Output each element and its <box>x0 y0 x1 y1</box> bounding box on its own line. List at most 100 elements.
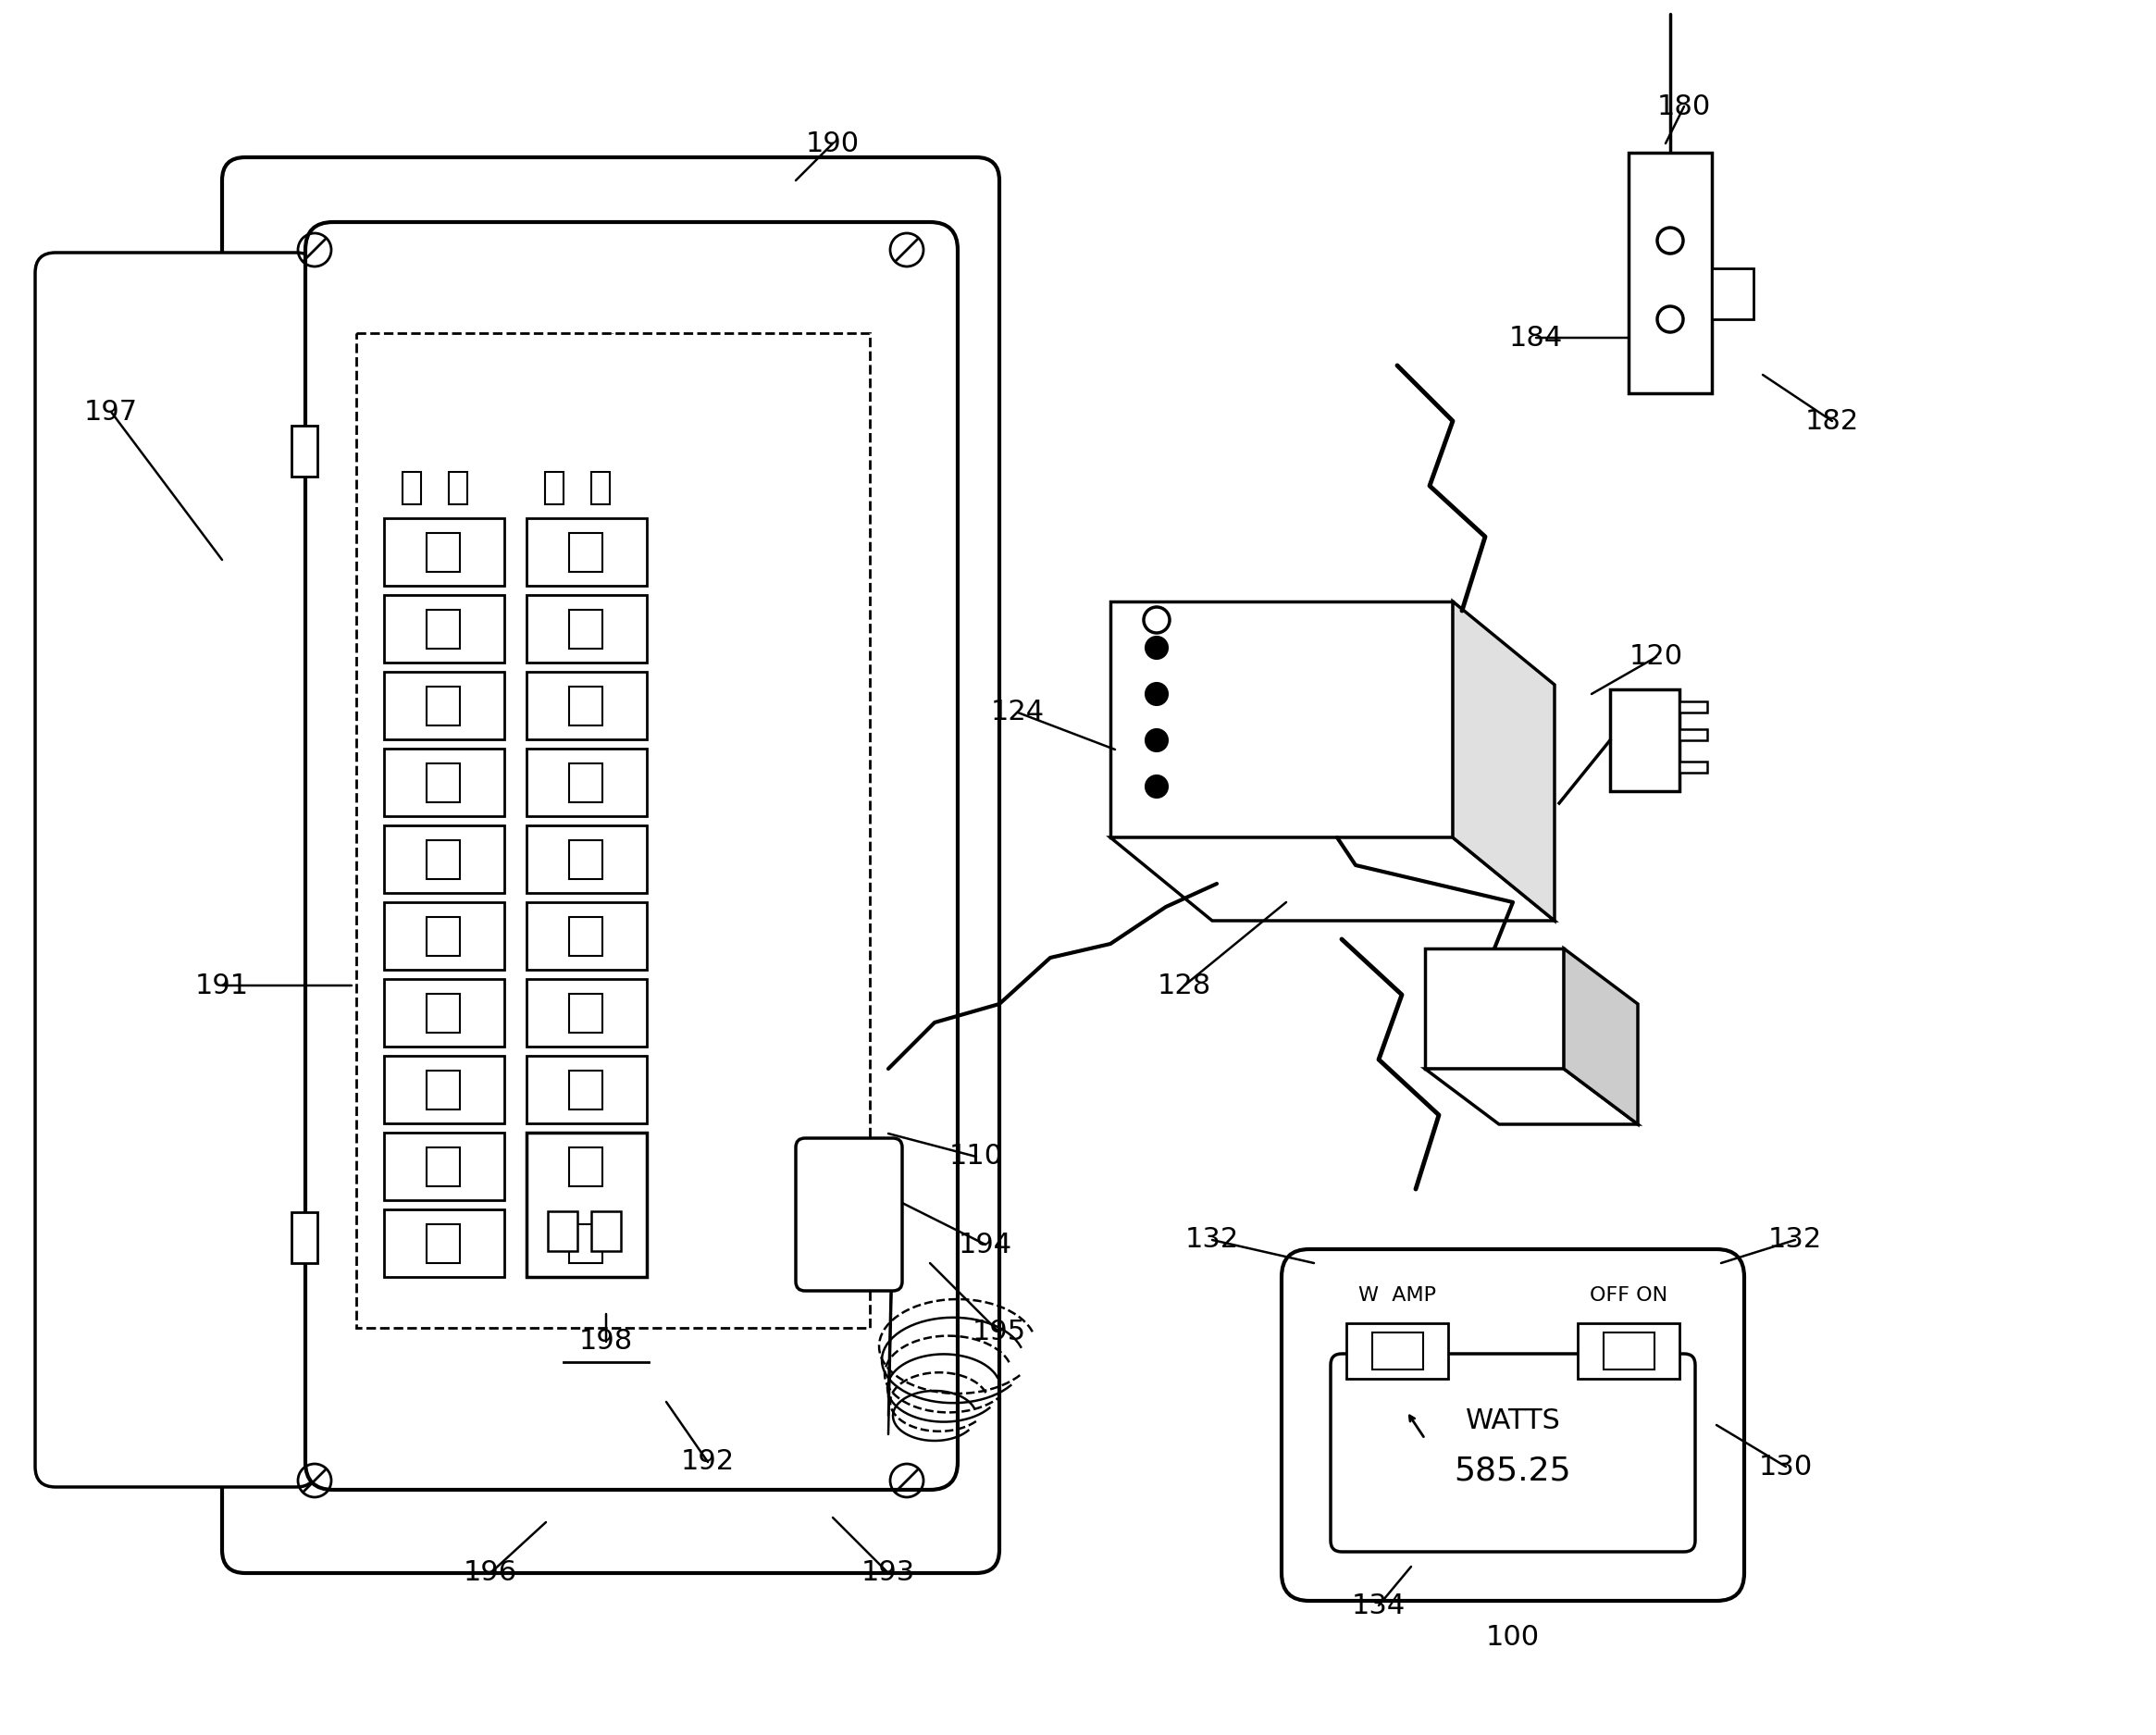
Bar <box>427 1225 459 1263</box>
Circle shape <box>1145 776 1169 798</box>
FancyBboxPatch shape <box>306 222 957 1490</box>
Bar <box>526 748 647 815</box>
Bar <box>384 979 505 1046</box>
Bar <box>1371 1332 1423 1369</box>
Text: 194: 194 <box>959 1232 1013 1258</box>
Text: 184: 184 <box>1509 324 1563 350</box>
Polygon shape <box>1425 949 1563 1069</box>
Circle shape <box>1145 637 1169 659</box>
Bar <box>569 994 602 1032</box>
Bar <box>526 826 647 894</box>
Bar <box>384 1133 505 1201</box>
Text: 193: 193 <box>862 1560 916 1586</box>
Text: 132: 132 <box>1768 1227 1822 1253</box>
Text: 195: 195 <box>972 1319 1026 1346</box>
Text: 198: 198 <box>580 1329 634 1355</box>
FancyBboxPatch shape <box>1281 1249 1744 1601</box>
Bar <box>526 1133 647 1277</box>
Bar <box>569 918 602 956</box>
Bar <box>384 1057 505 1123</box>
Bar <box>569 1070 602 1109</box>
Text: 190: 190 <box>806 130 860 156</box>
Bar <box>569 763 602 802</box>
Text: 196: 196 <box>464 1560 517 1586</box>
Text: 182: 182 <box>1805 408 1858 434</box>
Bar <box>291 1213 317 1263</box>
Bar <box>384 902 505 970</box>
FancyBboxPatch shape <box>796 1138 901 1291</box>
FancyBboxPatch shape <box>34 253 317 1487</box>
Text: 585.25: 585.25 <box>1455 1456 1572 1487</box>
Bar <box>1712 269 1753 319</box>
Polygon shape <box>1110 602 1453 838</box>
Bar <box>526 1133 647 1201</box>
Bar <box>526 595 647 663</box>
Bar <box>1680 701 1708 713</box>
Polygon shape <box>1425 1069 1639 1124</box>
Bar <box>291 425 317 477</box>
Bar <box>427 1147 459 1187</box>
Polygon shape <box>1453 602 1554 921</box>
Bar <box>427 763 459 802</box>
Bar <box>427 994 459 1032</box>
Bar <box>569 609 602 649</box>
Bar <box>427 533 459 573</box>
Bar <box>591 472 610 505</box>
Bar <box>1611 689 1680 791</box>
Bar <box>526 671 647 739</box>
Bar <box>526 519 647 586</box>
Text: OFF ON: OFF ON <box>1589 1286 1667 1305</box>
Bar <box>384 671 505 739</box>
Text: 100: 100 <box>1485 1624 1539 1652</box>
Bar <box>448 472 468 505</box>
Bar <box>569 687 602 725</box>
Text: 110: 110 <box>949 1143 1003 1169</box>
Bar <box>569 1147 602 1187</box>
Bar <box>526 902 647 970</box>
Bar <box>384 1209 505 1277</box>
Bar <box>569 840 602 880</box>
Text: 128: 128 <box>1158 972 1212 999</box>
Text: 180: 180 <box>1658 94 1712 120</box>
Bar <box>1680 729 1708 741</box>
Text: 197: 197 <box>84 399 138 425</box>
Bar <box>384 826 505 894</box>
Text: 192: 192 <box>681 1449 735 1475</box>
Circle shape <box>1145 684 1169 704</box>
FancyBboxPatch shape <box>222 158 1000 1574</box>
Text: W  AMP: W AMP <box>1358 1286 1436 1305</box>
Bar <box>427 1070 459 1109</box>
Bar <box>403 472 420 505</box>
Circle shape <box>1145 729 1169 751</box>
Bar <box>569 533 602 573</box>
Bar <box>526 1057 647 1123</box>
Bar <box>384 595 505 663</box>
Bar <box>548 1211 578 1251</box>
Bar <box>427 840 459 880</box>
Text: WATTS: WATTS <box>1466 1407 1561 1433</box>
Text: 134: 134 <box>1352 1593 1406 1619</box>
FancyBboxPatch shape <box>1330 1353 1695 1551</box>
Polygon shape <box>1110 838 1554 921</box>
Text: 191: 191 <box>196 972 248 999</box>
Text: 132: 132 <box>1186 1227 1240 1253</box>
Bar <box>427 687 459 725</box>
Bar <box>356 333 869 1327</box>
Bar <box>1604 1332 1654 1369</box>
Bar <box>591 1211 621 1251</box>
Bar <box>526 1209 647 1277</box>
Bar <box>1628 153 1712 394</box>
Bar <box>427 609 459 649</box>
Text: 130: 130 <box>1759 1454 1813 1480</box>
Bar <box>1345 1324 1449 1379</box>
Bar <box>384 748 505 815</box>
Bar <box>384 519 505 586</box>
Bar <box>545 472 563 505</box>
Text: 120: 120 <box>1630 644 1684 670</box>
Bar <box>526 979 647 1046</box>
Bar <box>427 918 459 956</box>
Polygon shape <box>1563 949 1639 1124</box>
Bar <box>1578 1324 1680 1379</box>
Text: 124: 124 <box>992 699 1046 725</box>
Bar <box>1680 762 1708 772</box>
